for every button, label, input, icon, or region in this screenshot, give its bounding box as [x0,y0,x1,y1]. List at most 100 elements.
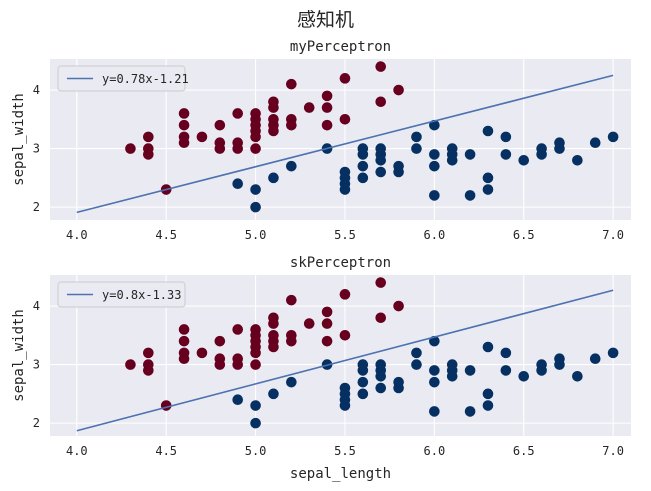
data-point-negative [339,382,351,394]
data-point-positive [125,359,136,370]
data-point-negative [464,149,476,160]
data-point-negative [589,137,601,149]
data-point-positive [143,359,154,370]
data-point-positive [250,143,261,154]
data-point-positive [232,108,244,119]
data-point-positive [143,347,154,359]
subplot-my-perceptron: 4.0 4.5 5.0 5.5 6.0 6.5 7.0 2 3 4 myPerceptron sepa… [11,39,631,242]
x-tick-label: 5.5 [334,228,356,242]
data-point-negative [411,359,422,370]
data-point-positive [321,119,333,131]
data-point-positive [178,347,190,359]
data-point-negative [500,149,512,160]
data-point-negative [429,149,440,160]
data-point-positive [321,318,333,329]
data-point-negative [482,184,494,195]
data-point-negative [572,154,583,166]
data-point-negative [500,365,512,376]
fit-line [76,289,614,432]
data-point-positive [214,353,226,365]
data-point-negative [554,353,565,365]
data-point-negative [536,143,547,154]
legend-label: y=0.78x-1.21 [102,72,189,86]
x-axis-label: sepal_length [290,466,391,482]
data-point-positive [232,353,244,365]
data-point-positive [339,73,351,84]
data-point-positive [321,306,333,318]
y-axis-label: sepal_width [11,309,27,402]
data-point-negative [375,382,387,394]
data-point-positive [196,347,208,359]
data-point-positive [286,114,297,125]
data-point-negative [268,172,279,184]
data-point-negative [500,347,512,359]
x-tick-label: 5.5 [334,444,356,458]
x-tick-label: 5.0 [245,228,267,242]
data-point-positive [286,294,297,306]
y-axis-label: sepal_width [11,93,27,186]
data-point-negative [357,172,369,184]
data-point-negative [464,190,476,201]
data-point-positive [321,90,333,102]
data-point-negative [482,341,494,353]
data-point-negative [393,160,404,172]
x-tick-label: 6.0 [424,228,446,242]
data-point-positive [268,114,279,125]
data-point-positive [375,277,387,288]
data-point-negative [589,353,601,365]
data-point-negative [518,154,530,166]
data-point-positive [321,335,333,347]
data-point-positive [232,324,244,335]
data-point-negative [357,388,369,400]
data-point-positive [375,96,387,108]
data-point-negative [482,125,494,137]
data-point-positive [268,96,279,108]
x-tick-label: 6.5 [513,228,535,242]
data-point-positive [303,102,315,113]
data-point-positive [250,359,261,370]
data-point-negative [286,376,297,388]
data-point-negative [518,370,530,382]
data-point-positive [286,78,297,90]
data-point-positive [321,102,333,113]
figure-suptitle: 感知机 [297,9,354,31]
data-point-negative [572,370,583,382]
data-point-positive [375,61,387,72]
data-point-positive [393,84,404,96]
data-point-negative [607,347,619,359]
data-point-negative [429,190,440,201]
x-tick-label: 4.0 [66,228,88,242]
data-point-negative [286,160,297,172]
data-point-positive [214,119,226,131]
data-point-negative [232,178,244,190]
data-point-negative [446,143,458,154]
legend-box [57,281,186,308]
data-point-negative [482,400,494,411]
data-point-positive [125,143,136,154]
data-point-negative [429,365,440,376]
x-tick-label: 7.0 [602,444,624,458]
data-point-negative [357,359,369,370]
data-point-negative [429,406,440,417]
x-tick-label: 4.0 [66,444,88,458]
data-point-negative [411,347,422,359]
data-point-positive [196,131,208,143]
data-point-negative [482,172,494,184]
data-point-positive [143,143,154,154]
data-point-negative [232,394,244,406]
subplot-title: myPerceptron [290,39,391,55]
data-point-positive [178,119,190,131]
data-point-negative [339,166,351,178]
data-point-positive [178,131,190,143]
data-point-negative [411,143,422,154]
data-point-positive [303,318,315,329]
data-point-negative [607,131,619,143]
data-point-positive [286,330,297,341]
data-point-negative [411,131,422,143]
y-tick-label: 2 [33,416,40,430]
data-point-negative [268,388,279,400]
x-tick-label: 4.5 [155,444,177,458]
data-point-negative [357,160,369,172]
data-point-negative [446,359,458,370]
